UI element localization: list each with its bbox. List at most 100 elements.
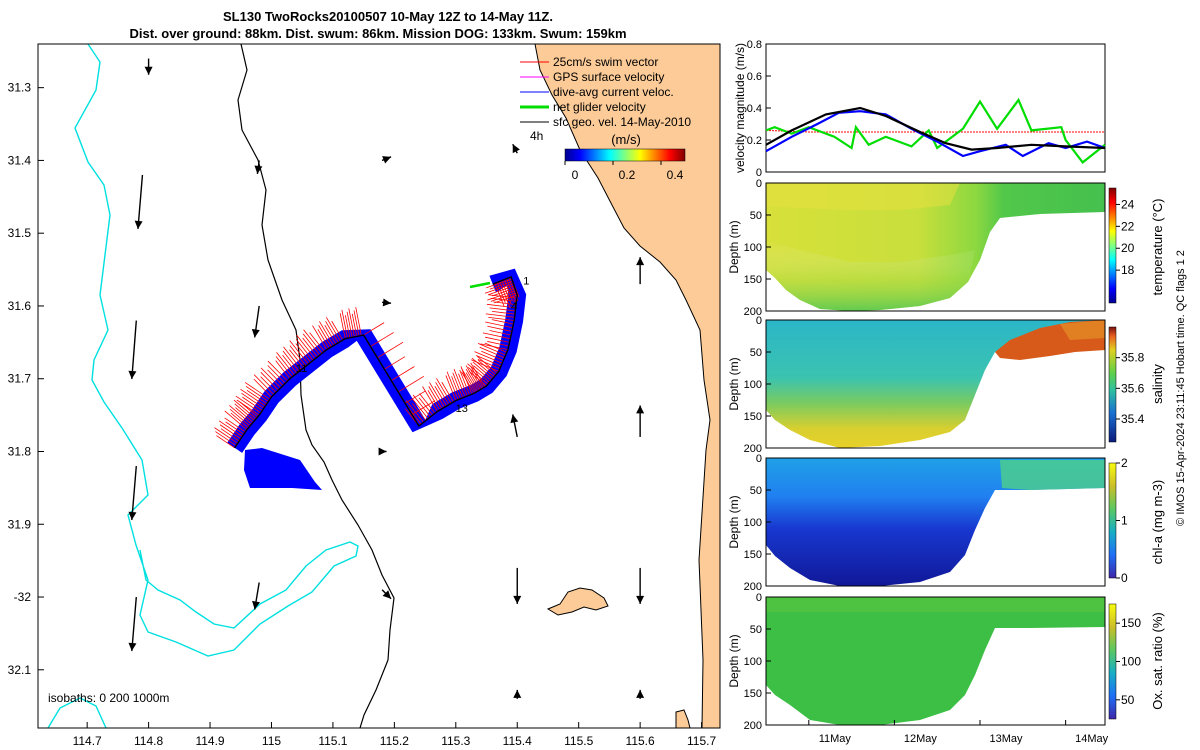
- map-x-tick-label: 115.6: [626, 734, 655, 748]
- sfc-geo-vector-head: [513, 595, 522, 604]
- swim-vector: [344, 315, 351, 338]
- swim-vector: [436, 378, 452, 404]
- swim-vector: [275, 356, 293, 378]
- sfc-geo-vector-head: [636, 689, 645, 698]
- salinity-panel: 0 50 100 150 200 Depth (m) 35.8 35.6 35.4 sali…: [727, 315, 1165, 455]
- swim-vector: [353, 310, 360, 337]
- map-x-tick-label: 114.7: [73, 734, 102, 748]
- chla-surface-band: [1000, 460, 1105, 490]
- swim-vector: [391, 366, 415, 381]
- swim-vector: [477, 356, 498, 374]
- legend-sfc-geo-label: sfc geo. vel. 14-May-2010: [553, 115, 691, 129]
- swim-vector: [236, 399, 260, 416]
- swim-vector: [453, 368, 466, 398]
- swim-vector: [318, 325, 332, 348]
- map-x-tick-label: 114.8: [134, 734, 163, 748]
- swim-vector: [489, 330, 512, 336]
- swim-vector: [458, 373, 468, 397]
- swim-vector: [429, 382, 445, 408]
- sfc-geo-vector-head: [512, 144, 520, 154]
- sec-salinity-tick-label: 200: [744, 443, 762, 455]
- swim-vector: [470, 366, 484, 389]
- salinity-colorbar-label: salinity: [1150, 364, 1165, 404]
- swim-vector: [241, 392, 265, 409]
- swim-vector: [397, 375, 425, 393]
- swim-vector: [220, 428, 240, 442]
- salinity-y-label: Depth (m): [727, 357, 741, 410]
- map-y-tick-label: 31.7: [8, 372, 32, 386]
- swim-vector: [317, 329, 330, 349]
- sec-salinity-tick-label: 50: [750, 347, 762, 359]
- swim-vector: [486, 303, 516, 309]
- swim-vector: [481, 350, 504, 361]
- swim-vector: [487, 341, 509, 347]
- swim-vector: [487, 325, 512, 332]
- swim-vector: [240, 388, 266, 407]
- swim-vector: [468, 370, 487, 387]
- sfc-geo-vector: [131, 320, 138, 380]
- swim-vector: [246, 389, 268, 405]
- swim-vector: [235, 407, 254, 423]
- swim-vector: [289, 345, 307, 367]
- oxygen-panel: 0 50 100 150 200 Depth (m) 150 100 50 Ox. sat.…: [727, 592, 1165, 745]
- swim-vector: [275, 360, 291, 379]
- legend-gps-surface-label: GPS surface velocity: [553, 70, 664, 84]
- map-x-tick-label: 115.5: [564, 734, 593, 748]
- swim-vector: [492, 310, 515, 315]
- sfc-geo-vector-head: [382, 590, 392, 599]
- swim-vector: [225, 421, 245, 435]
- velocity-y-label: velocity magnitude (m/s): [733, 43, 747, 173]
- swim-vector: [465, 372, 478, 392]
- swim-vector: [477, 359, 501, 370]
- swim-vector: [459, 369, 470, 396]
- sfc-geo-vector-head: [254, 165, 263, 174]
- velocity-tick-label: 0.8: [747, 39, 762, 51]
- swim-vector: [446, 371, 459, 400]
- velocity-tick-label: 0.6: [747, 71, 762, 83]
- track-label: 11: [296, 363, 307, 375]
- swim-vector: [355, 306, 362, 336]
- oxygen-colorbar: [1108, 603, 1117, 720]
- sfc-geo-vector-head: [144, 66, 153, 75]
- swim-vector: [295, 343, 311, 363]
- temperature-deep-layer: [766, 240, 975, 311]
- sec-oxygen-cbar-tick-label: 150: [1121, 616, 1141, 630]
- swim-vector: [404, 390, 426, 404]
- swim-vector: [289, 340, 309, 365]
- swim-vector: [411, 403, 427, 421]
- sfc-geo-vector-head: [513, 689, 522, 698]
- salinity-colorbar: [1108, 326, 1117, 443]
- oxygen-colorbar-label: Ox. sat. ratio (%): [1150, 612, 1165, 710]
- swim-vector: [467, 363, 490, 383]
- swim-vector: [412, 398, 429, 419]
- swim-vector: [229, 405, 252, 425]
- sec-temperature-tick-label: 150: [744, 274, 762, 286]
- swim-vector: [235, 395, 261, 414]
- swim-vector: [471, 359, 499, 372]
- swim-vector: [230, 412, 249, 429]
- swim-vector: [503, 279, 513, 301]
- swim-vector: [267, 369, 284, 386]
- swim-vector: [348, 308, 355, 337]
- velocity-tick-label: 0.4: [747, 103, 762, 115]
- swim-vector: [482, 332, 511, 340]
- map-x-tick-label: 115.7: [687, 734, 716, 748]
- isobaths-label: isobaths: 0 200 1000m: [48, 691, 169, 705]
- velocity-series: [765, 97, 1106, 164]
- dive-avg-current-ribbon: [227, 268, 527, 453]
- sec-temperature-cbar-tick-label: 22: [1121, 219, 1135, 233]
- velocity-panel: 0 0.2 0.4 0.6 0.8 velocity magnitude (m/s): [733, 39, 1106, 179]
- map-x-tick-label: 114.9: [195, 734, 224, 748]
- sfc-geo-vector-head: [128, 511, 137, 521]
- figure-title-line1: SL130 TwoRocks20100507 10-May 12Z to 14-…: [223, 9, 553, 24]
- sec-temperature-cbar-tick-label: 24: [1121, 197, 1135, 211]
- oxygen-colorbar-ticks: 150 100 50: [1116, 616, 1141, 707]
- map-x-tick-label: 115: [262, 734, 281, 748]
- sec-oxygen-tick-label: 50: [750, 624, 762, 636]
- oxygen-upper-layer: [766, 597, 1105, 612]
- swim-vector: [465, 365, 481, 390]
- surface-geostrophic-vectors: [128, 58, 645, 699]
- swim-vector: [428, 386, 443, 409]
